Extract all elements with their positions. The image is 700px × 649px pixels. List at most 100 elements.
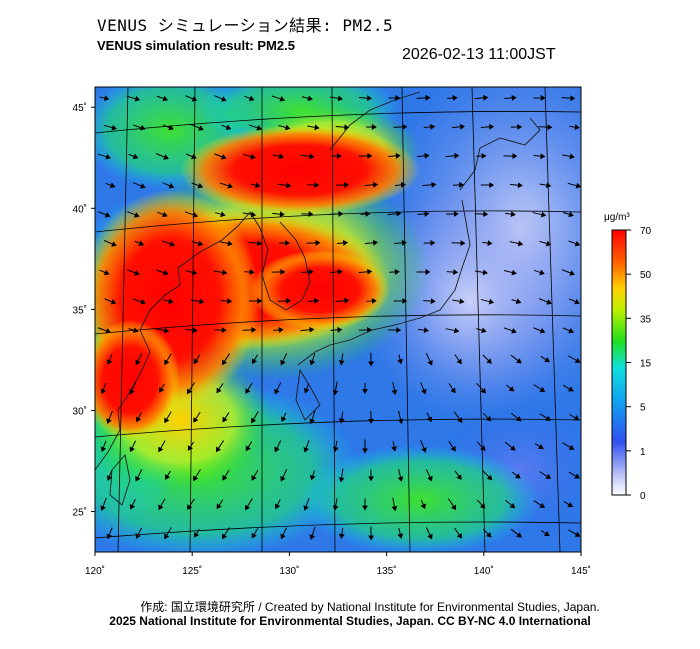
wind-arrow-head xyxy=(574,240,581,247)
wind-arrow-head xyxy=(426,416,433,423)
wind-arrow-head xyxy=(285,297,292,304)
wind-arrow-head xyxy=(309,326,315,333)
wind-arrow-head xyxy=(220,154,227,160)
wind-arrow-head xyxy=(187,504,193,510)
wind-arrow-head xyxy=(332,446,339,453)
wind-arrow-head xyxy=(368,476,374,482)
wind-arrow-head xyxy=(140,183,146,189)
wind-arrow-head xyxy=(129,503,136,510)
wind-arrow-head xyxy=(100,505,106,511)
wind-arrow-head xyxy=(111,124,117,131)
wind-arrow-head xyxy=(362,389,368,395)
wind-arrow-head xyxy=(362,505,368,511)
wind-arrow-head xyxy=(257,298,263,304)
wind-arrow-head xyxy=(430,240,436,246)
wind-arrow-head xyxy=(332,505,339,511)
wind-arrow-head xyxy=(402,298,408,304)
wind-arrow-head xyxy=(421,447,427,453)
wind-arrow-head xyxy=(395,152,401,159)
wind-arrow-head xyxy=(509,502,516,509)
wind-arrow-head xyxy=(367,152,373,159)
lon-tick-label: 125˚ xyxy=(182,565,202,577)
wind-arrow-head xyxy=(460,240,466,247)
wind-arrow-head xyxy=(537,443,544,450)
wind-arrow-head xyxy=(488,123,495,130)
wind-arrow-head xyxy=(281,416,287,423)
wind-arrow-head xyxy=(140,298,146,305)
wind-arrow-head xyxy=(338,210,344,217)
wind-arrow-head xyxy=(168,298,174,305)
wind-arrow-head xyxy=(308,211,314,217)
wind-arrow-head xyxy=(332,389,339,396)
wind-arrow-head xyxy=(286,182,292,189)
wind-arrow-head xyxy=(163,154,169,160)
wind-arrow-head xyxy=(168,182,175,189)
wind-arrow-head xyxy=(395,95,401,101)
wind-arrow-head xyxy=(109,182,116,189)
wind-arrow-head xyxy=(510,445,516,451)
colorbar: μg/m³ 70 50 35 15 5 1 0 xyxy=(604,212,652,502)
wind-arrow-head xyxy=(309,153,315,160)
wind-arrow-head xyxy=(164,359,170,366)
wind-arrow-head xyxy=(515,415,522,422)
wind-arrow-head xyxy=(568,444,575,450)
wind-arrow-head xyxy=(516,358,522,364)
wind-arrow-head xyxy=(307,95,313,102)
wind-arrow-head xyxy=(539,502,546,508)
wind-arrow-head xyxy=(158,504,164,511)
wind-arrow-head xyxy=(221,96,227,102)
wind-arrow-head xyxy=(366,326,372,333)
wind-arrow-head xyxy=(309,534,316,540)
wind-arrow-head xyxy=(280,533,286,540)
wind-arrow-head xyxy=(274,388,280,395)
wind-arrow-head xyxy=(457,417,463,424)
colorbar-tick-label: 35 xyxy=(640,314,652,325)
lat-tick-label: 45˚ xyxy=(73,102,87,114)
concentration-field xyxy=(95,87,581,552)
wind-arrow-head xyxy=(251,326,257,333)
wind-arrow-head xyxy=(368,535,375,541)
wind-arrow-head xyxy=(574,531,581,537)
wind-arrow-head xyxy=(338,418,345,424)
wind-arrow-head xyxy=(199,298,205,305)
wind-arrow-head xyxy=(459,123,465,130)
colorbar-tick-label: 0 xyxy=(640,491,646,502)
wind-arrow-head xyxy=(342,239,349,246)
wind-arrow-head xyxy=(401,239,407,246)
wind-arrow-head xyxy=(193,475,199,482)
wind-arrow-head xyxy=(544,357,550,363)
wind-arrow-head xyxy=(453,327,460,334)
wind-arrow-head xyxy=(543,530,550,537)
wind-arrow-head xyxy=(487,240,493,247)
wind-arrow-head xyxy=(197,240,204,247)
wind-arrow-head xyxy=(132,327,139,334)
wind-arrow-head xyxy=(425,269,431,275)
wind-arrow-head xyxy=(129,388,135,395)
wind-arrow-head xyxy=(430,298,436,305)
wind-arrow-head xyxy=(280,359,286,366)
wind-arrow-head xyxy=(278,327,284,333)
wind-arrow-head xyxy=(488,298,495,305)
wind-arrow-head xyxy=(193,531,200,538)
wind-arrow-head xyxy=(164,417,170,424)
wind-arrow-head xyxy=(106,359,113,365)
wind-arrow-head xyxy=(193,417,199,423)
wind-arrow-head xyxy=(104,212,111,218)
lat-tick-label: 40˚ xyxy=(73,203,87,215)
wind-arrow-head xyxy=(278,153,285,160)
wind-arrow-head xyxy=(158,446,164,453)
wind-arrow-head xyxy=(344,124,350,131)
wind-arrow-head xyxy=(515,298,522,305)
wind-arrow-head xyxy=(368,418,375,424)
wind-arrow-head xyxy=(162,211,168,218)
wind-arrow-head xyxy=(450,504,457,511)
wind-arrow-head xyxy=(458,181,464,188)
wind-arrow-head xyxy=(400,181,407,188)
wind-arrow-head xyxy=(366,95,372,102)
wind-arrow-head xyxy=(573,415,580,421)
wind-arrow-head xyxy=(279,96,286,102)
wind-arrow-head xyxy=(365,211,371,217)
wind-arrow-head xyxy=(489,182,495,188)
wind-arrow-head xyxy=(367,268,373,275)
wind-arrow-head xyxy=(511,269,517,276)
